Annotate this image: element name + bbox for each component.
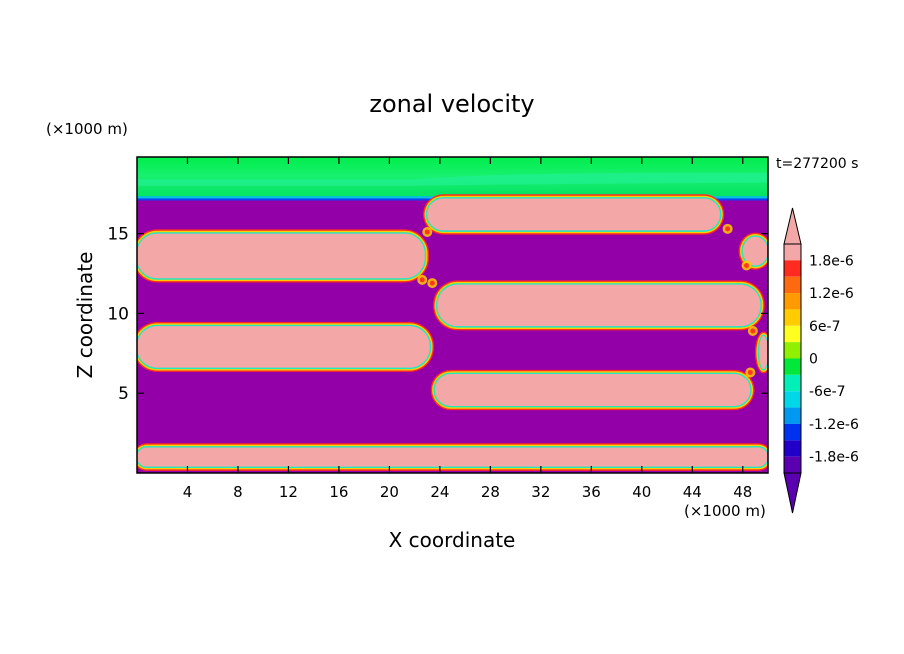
time-label: t=277200 s	[776, 156, 858, 172]
x-tick-label: 24	[430, 483, 449, 501]
colorbar-level	[784, 358, 801, 375]
colorbar-label: -1.2e-6	[809, 417, 859, 433]
x-axis-label: X coordinate	[389, 528, 516, 552]
colorbar-level	[784, 325, 801, 343]
colorbar-level	[784, 423, 801, 441]
junction-core	[744, 263, 750, 269]
colorbar-label: 0	[809, 352, 818, 368]
y-tick-label: 15	[107, 225, 129, 245]
junction-core	[747, 369, 753, 375]
positive-flow-cell	[742, 236, 768, 266]
y-axis-unit: (×1000 m)	[46, 120, 128, 138]
junction-core	[424, 229, 430, 235]
x-axis-unit: (×1000 m)	[684, 502, 766, 520]
colorbar-level	[784, 293, 801, 310]
y-tick-label: 5	[118, 384, 129, 404]
junction-core	[419, 277, 425, 283]
positive-flow-cell	[437, 284, 761, 327]
positive-flow-cell	[137, 233, 425, 279]
x-tick-label: 8	[233, 483, 243, 501]
x-tick-label: 32	[531, 483, 550, 501]
y-axis-ticks: 5 10 15	[107, 225, 768, 404]
colorbar-level	[784, 342, 801, 359]
colorbar-level	[784, 374, 801, 392]
y-axis-label: Z coordinate	[73, 252, 97, 379]
colorbar-label: 1.8e-6	[809, 253, 854, 269]
junction-core	[725, 226, 731, 232]
colorbar-level	[784, 407, 801, 424]
colorbar-level	[784, 260, 801, 277]
colorbar-min-arrow	[783, 472, 802, 514]
junction-core	[750, 328, 756, 334]
top-layer-streak	[137, 172, 768, 186]
colorbar: 1.8e-6 1.2e-6 6e-7 0 -6e-7 -1.2e-6 -1.8e-6	[783, 207, 859, 514]
x-tick-label: 44	[683, 483, 702, 501]
positive-flow-cell	[137, 447, 768, 467]
positive-flow-cell	[137, 326, 430, 368]
x-tick-label: 28	[481, 483, 500, 501]
x-axis-ticks: 4 8 12 16 20 24 28 32 36 40 44 48	[183, 157, 752, 501]
plot-frame	[136, 156, 769, 474]
x-tick-label: 36	[582, 483, 601, 501]
y-tick-label: 10	[107, 304, 129, 324]
positive-flow-cell	[434, 374, 751, 406]
colorbar-label: -6e-7	[809, 384, 846, 400]
colorbar-level	[784, 391, 801, 408]
colorbar-label: 1.2e-6	[809, 286, 854, 302]
x-tick-label: 16	[329, 483, 348, 501]
x-tick-label: 48	[733, 483, 752, 501]
colorbar-label: 6e-7	[809, 319, 840, 335]
positive-flow-cell	[759, 335, 768, 370]
velocity-field	[137, 157, 768, 473]
colorbar-frame	[783, 243, 802, 474]
colorbar-level	[784, 244, 801, 261]
x-tick-label: 40	[632, 483, 651, 501]
colorbar-level	[784, 440, 801, 457]
chart-title: zonal velocity	[369, 90, 534, 118]
x-tick-label: 4	[183, 483, 193, 501]
junction-core	[429, 280, 435, 286]
positive-flow-cell	[427, 198, 721, 231]
colorbar-level	[784, 309, 801, 326]
x-tick-label: 20	[380, 483, 399, 501]
colorbar-label: -1.8e-6	[809, 450, 859, 466]
colorbar-level	[784, 456, 801, 473]
x-tick-label: 12	[279, 483, 298, 501]
colorbar-max-arrow	[783, 207, 802, 245]
colorbar-level	[784, 276, 801, 294]
